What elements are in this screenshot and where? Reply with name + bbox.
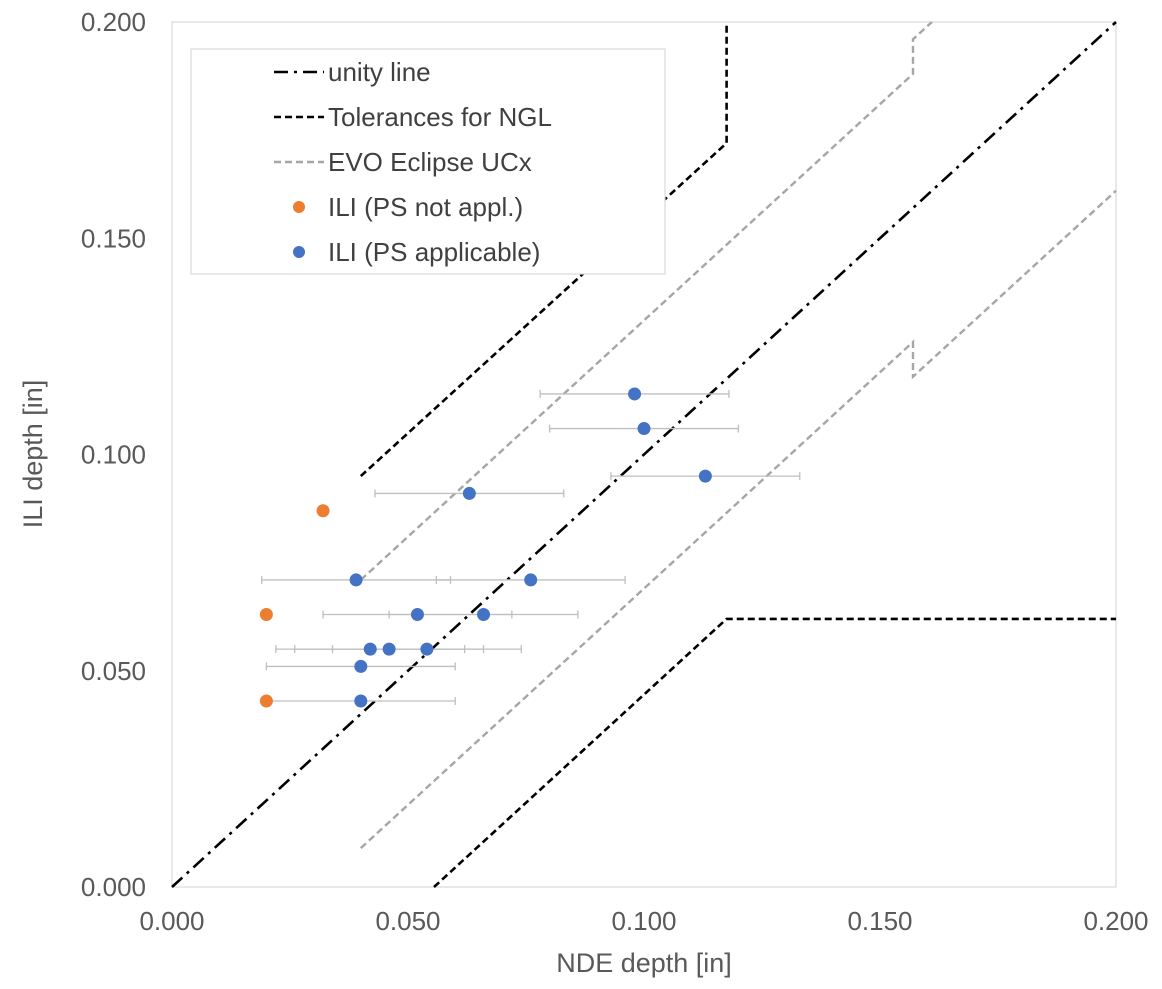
legend-marker bbox=[293, 246, 305, 258]
line-unity-line bbox=[171, 21, 1117, 888]
line-tolerances-for-ngl-lower bbox=[433, 617, 1116, 888]
data-point-ps-not-applicable bbox=[316, 504, 330, 518]
line-evo-eclipse-ucx-lower bbox=[359, 189, 1117, 849]
legend-label: ILI (PS not appl.) bbox=[328, 192, 523, 222]
y-axis-tick-labels: 0.000 0.050 0.100 0.150 0.200 bbox=[81, 7, 146, 902]
x-tick-label: 0.100 bbox=[611, 906, 676, 936]
data-point-ps-applicable bbox=[354, 694, 368, 708]
reference-lines bbox=[171, 21, 1117, 888]
x-axis-title: NDE depth [in] bbox=[556, 948, 732, 978]
data-point-ps-not-applicable bbox=[259, 608, 273, 622]
y-tick-label: 0.050 bbox=[81, 656, 146, 686]
legend-label: Tolerances for NGL bbox=[328, 102, 552, 132]
data-point-ps-applicable bbox=[363, 642, 377, 656]
y-tick-label: 0.100 bbox=[81, 440, 146, 470]
legend: unity line Tolerances for NGL EVO Eclipse … bbox=[190, 48, 666, 275]
legend-box bbox=[190, 48, 666, 275]
data-point-ps-applicable bbox=[524, 573, 538, 587]
x-tick-label: 0.200 bbox=[1083, 906, 1148, 936]
legend-marker bbox=[293, 201, 305, 213]
data-point-ps-applicable bbox=[420, 642, 434, 656]
line-tolerances-for-ngl-upper bbox=[359, 22, 728, 478]
y-tick-label: 0.150 bbox=[81, 223, 146, 253]
data-point-ps-applicable bbox=[382, 642, 396, 656]
data-point-ps-applicable bbox=[410, 608, 424, 622]
y-tick-label: 0.200 bbox=[81, 7, 146, 37]
data-point-ps-applicable bbox=[637, 422, 651, 436]
data-point-ps-not-applicable bbox=[259, 694, 273, 708]
plot-area-border bbox=[171, 21, 1117, 888]
legend-label: unity line bbox=[328, 57, 431, 87]
y-axis-title: ILI depth [in] bbox=[18, 380, 48, 529]
legend-label: EVO Eclipse UCx bbox=[328, 147, 532, 177]
data-point-ps-applicable bbox=[477, 608, 491, 622]
line-evo-eclipse-ucx-upper bbox=[359, 21, 933, 581]
x-axis-tick-labels: 0.000 0.050 0.100 0.150 0.200 bbox=[139, 906, 1148, 936]
x-tick-label: 0.050 bbox=[375, 906, 440, 936]
data-point-ps-applicable bbox=[462, 486, 476, 500]
x-tick-label: 0.150 bbox=[847, 906, 912, 936]
data-point-ps-applicable bbox=[698, 469, 712, 483]
legend-label: ILI (PS applicable) bbox=[328, 237, 540, 267]
x-tick-label: 0.000 bbox=[139, 906, 204, 936]
y-tick-label: 0.000 bbox=[81, 872, 146, 902]
data-point-ps-applicable bbox=[628, 387, 642, 401]
data-points bbox=[259, 387, 712, 708]
data-point-ps-applicable bbox=[354, 659, 368, 673]
data-point-ps-applicable bbox=[349, 573, 363, 587]
